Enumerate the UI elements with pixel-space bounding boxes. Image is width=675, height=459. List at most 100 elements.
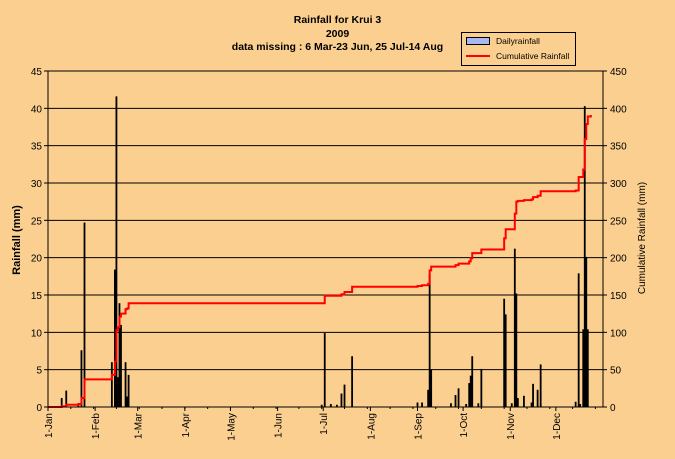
- y2-tick-label: 350: [610, 142, 627, 153]
- rainfall-bar: [530, 402, 533, 407]
- x-tick-label: 1-Feb: [91, 413, 102, 440]
- y2-axis-ticks: 0 50 100 150 200 250 300 350 400 450: [603, 67, 627, 414]
- cumulative-rainfall-line: [48, 115, 592, 408]
- y2-tick-label: 200: [610, 254, 627, 265]
- rainfall-bar: [416, 402, 419, 407]
- legend-bar-swatch: [466, 37, 490, 45]
- rainfall-bar: [80, 350, 83, 407]
- chart-subtitle: 2009: [325, 28, 350, 40]
- legend: Dailyrainfall Cumulative Rainfall: [461, 32, 576, 66]
- rainfall-bar: [471, 356, 474, 407]
- rainfall-bar: [532, 383, 534, 407]
- rainfall-bar: [127, 374, 130, 407]
- rainfall-bar: [110, 362, 113, 407]
- rainfall-bar: [577, 273, 580, 407]
- y2-tick-label: 100: [610, 328, 627, 339]
- rainfall-bar: [503, 298, 506, 407]
- y2-tick-label: 450: [610, 67, 627, 78]
- rainfall-bar: [585, 256, 588, 407]
- y-tick-label: 20: [31, 254, 43, 265]
- rainfall-bar: [421, 402, 423, 407]
- rainfall-bar: [65, 390, 68, 407]
- rainfall-bar: [516, 398, 519, 407]
- x-tick-label: 1-Jul: [319, 413, 330, 435]
- y-tick-label: 25: [31, 216, 43, 227]
- rainfall-bar: [120, 324, 122, 407]
- rainfall-bar: [583, 106, 586, 408]
- y-tick-label: 0: [36, 403, 42, 414]
- y2-tick-label: 150: [610, 291, 627, 302]
- daily-rainfall-bars: [60, 96, 589, 408]
- rainfall-bar: [574, 401, 577, 407]
- rainfall-bar: [427, 389, 430, 407]
- x-tick-label: 1-Jan: [44, 413, 55, 438]
- x-tick-label: 1-Dec: [552, 413, 563, 440]
- rainfall-bar: [536, 389, 539, 407]
- rainfall-bar: [430, 369, 433, 407]
- rainfall-bar: [336, 404, 338, 407]
- x-tick-label: 1-Apr: [181, 412, 192, 437]
- y2-tick-label: 250: [610, 216, 627, 227]
- rainfall-bar: [457, 388, 460, 407]
- rainfall-bar: [582, 329, 585, 407]
- rainfall-bar: [504, 314, 507, 407]
- rainfall-bar: [343, 384, 346, 407]
- rainfall-bar: [351, 356, 354, 407]
- chart-title: Rainfall for Krui 3: [293, 14, 382, 26]
- rainfall-bar: [115, 96, 118, 408]
- y2-tick-label: 0: [610, 403, 616, 414]
- y-tick-label: 5: [36, 366, 42, 377]
- rainfall-bar: [477, 403, 480, 407]
- rainfall-bar: [480, 368, 483, 407]
- rainfall-bar: [340, 393, 343, 407]
- chart-note: data missing : 6 Mar-23 Jun, 25 Jul-14 A…: [231, 41, 444, 53]
- y-tick-label: 35: [31, 142, 43, 153]
- rainfall-bar: [126, 396, 128, 407]
- rainfall-bar: [114, 269, 116, 407]
- rainfall-bar: [539, 364, 542, 407]
- y-axis-ticks: 0 5 10 15 20 25 30 35 40 45: [31, 67, 48, 414]
- x-tick-label: 1-Jun: [274, 413, 285, 438]
- x-axis-ticks: 1-Jan 1-Feb 1-Mar 1-Apr 1-May 1-Jun 1-Jul 1-Aug…: [44, 407, 596, 441]
- y-axis-label: Rainfall (mm): [11, 205, 23, 275]
- rainfall-bar: [454, 395, 457, 407]
- cumulative-line-path: [48, 115, 592, 408]
- rainfall-bar: [450, 403, 452, 407]
- y-tick-label: 10: [31, 328, 43, 339]
- y-tick-label: 40: [31, 104, 43, 115]
- x-tick-label: 1-May: [226, 413, 237, 441]
- y2-tick-label: 50: [610, 366, 622, 377]
- rainfall-bar: [465, 404, 468, 407]
- y2-axis-label: Cumulative Rainfall (mm): [637, 182, 648, 294]
- rainfall-bar: [586, 329, 589, 407]
- rainfall-bar: [428, 274, 431, 407]
- rainfall-bar: [118, 303, 121, 407]
- gridlines: [48, 70, 603, 371]
- rainfall-bar: [83, 222, 86, 407]
- x-tick-label: 1-Nov: [506, 413, 517, 440]
- rainfall-bar: [323, 333, 326, 407]
- legend-item-daily: Dailyrainfall: [466, 36, 540, 46]
- y2-tick-label: 400: [610, 104, 627, 115]
- rainfall-bar: [510, 403, 513, 407]
- legend-label-daily: Dailyrainfall: [496, 36, 540, 46]
- x-tick-label: 1-Oct: [459, 413, 470, 438]
- rainfall-bar: [117, 377, 119, 407]
- rainfall-bar: [329, 404, 332, 407]
- rainfall-bar: [513, 248, 516, 407]
- y-tick-label: 15: [31, 291, 43, 302]
- rainfall-bar: [124, 362, 127, 407]
- legend-item-cumulative: Cumulative Rainfall: [466, 51, 569, 61]
- x-tick-label: 1-Aug: [366, 413, 377, 440]
- rainfall-bar: [579, 404, 582, 407]
- rainfall-bar: [515, 293, 518, 407]
- x-tick-label: 1-Mar: [134, 412, 145, 439]
- y-tick-label: 45: [31, 67, 43, 78]
- y-tick-label: 30: [31, 179, 43, 190]
- legend-line-swatch: [466, 55, 490, 57]
- legend-label-cumulative: Cumulative Rainfall: [496, 51, 570, 61]
- x-tick-label: 1-Sep: [413, 413, 424, 440]
- rainfall-bar: [320, 404, 323, 407]
- rainfall-bar: [523, 395, 525, 407]
